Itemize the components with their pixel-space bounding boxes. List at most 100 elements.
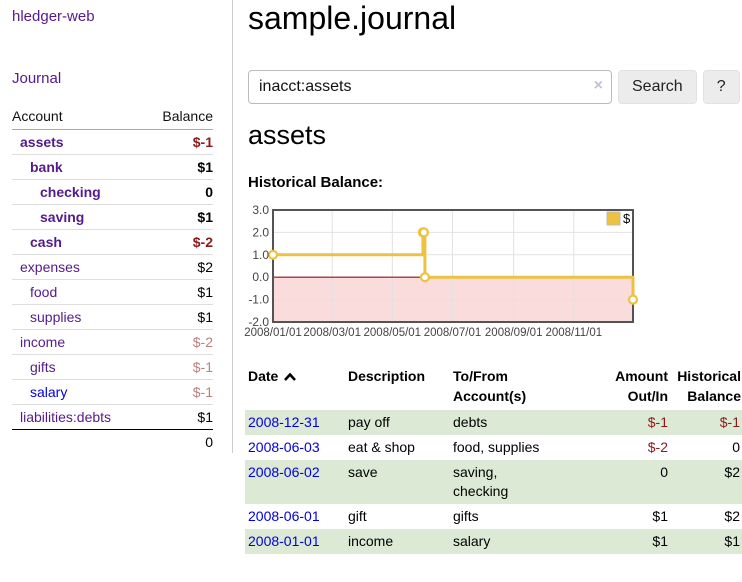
y-axis-tick-label: 2.0 xyxy=(252,225,269,239)
search-button[interactable]: Search xyxy=(618,70,697,104)
account-balance: $1 xyxy=(197,309,213,325)
transaction-date-cell: 2008-12-31 xyxy=(245,410,345,435)
account-balance: 0 xyxy=(205,184,213,200)
total-balance: 0 xyxy=(205,434,213,450)
transaction-accounts-cell: saving, checking xyxy=(453,464,509,499)
transaction-description-cell: eat & shop xyxy=(348,439,415,455)
y-axis-tick-label: -1.0 xyxy=(248,293,269,307)
account-link-salary[interactable]: salary xyxy=(30,384,68,400)
help-button[interactable]: ? xyxy=(702,70,740,104)
account-link-liabilities-debts[interactable]: liabilities:debts xyxy=(20,409,112,425)
account-balance: $-2 xyxy=(192,334,213,350)
account-row: bank $1 xyxy=(12,154,213,179)
data-point-marker xyxy=(419,272,430,283)
transaction-row: 2008-12-31 pay off debts $-1 $-1 xyxy=(245,410,742,435)
transaction-date-link[interactable]: 2008-06-03 xyxy=(248,439,320,455)
x-axis-tick-label: 2008/09/01 xyxy=(485,327,543,339)
date-column-header[interactable]: Date xyxy=(245,362,345,410)
account-link-assets[interactable]: assets xyxy=(20,134,64,150)
transaction-date-link[interactable]: 2008-01-01 xyxy=(248,533,320,549)
account-link-income[interactable]: income xyxy=(20,334,66,350)
data-point-marker xyxy=(627,294,639,305)
description-column-header: Description xyxy=(348,368,426,384)
transaction-accounts-cell: food, supplies xyxy=(453,439,540,455)
x-axis-tick-label: 2008/11/01 xyxy=(545,327,602,339)
y-axis-tick-label: 1.0 xyxy=(252,248,269,262)
x-axis-tick-label: 2008/05/01 xyxy=(364,327,422,339)
x-axis-tick-label: 2008/01/01 xyxy=(244,327,302,339)
search-input-wrap: × xyxy=(248,70,612,104)
y-axis-tick-label: -2.0 xyxy=(248,315,269,329)
account-link-saving[interactable]: saving xyxy=(40,209,85,225)
account-tree-body: assets $-1 bank $1 checking 0 saving $1 cash $-2 e… xyxy=(12,130,213,429)
account-link-bank[interactable]: bank xyxy=(30,159,63,175)
transaction-description-cell: save xyxy=(348,464,378,480)
historical-balance-chart: $3.0 2.0 1.0 0.0 -1.0 -2.0 2008/01/01 2008/03/0… xyxy=(240,203,742,347)
account-link-checking[interactable]: checking xyxy=(40,184,101,200)
account-link-expenses[interactable]: expenses xyxy=(20,259,80,275)
account-row: liabilities:debts $1 xyxy=(12,404,213,429)
transaction-row: 2008-06-03 eat & shop food, supplies $-2 0 xyxy=(245,435,742,460)
account-tree: Account Balance assets $-1 bank $1 checking 0… xyxy=(12,104,213,454)
x-axis-tick-label: 2008/07/01 xyxy=(424,327,482,339)
account-link-gifts[interactable]: gifts xyxy=(30,359,56,375)
transaction-amount-cell: $-1 xyxy=(647,414,668,430)
transaction-date-link[interactable]: 2008-06-02 xyxy=(248,464,320,480)
sort-ascending-icon xyxy=(284,372,297,381)
transaction-balance-cell: $1 xyxy=(724,533,740,549)
tofrom-column-header: To/From Account(s) xyxy=(453,368,527,404)
sidebar-item-journal[interactable]: Journal xyxy=(12,70,62,87)
account-row: expenses $2 xyxy=(12,254,213,279)
register-table-body: 2008-12-31 pay off debts $-1 $-1 2008-06-03 ea… xyxy=(245,410,742,554)
transaction-amount-cell: $-2 xyxy=(647,439,668,455)
transaction-amount-cell: $1 xyxy=(652,508,668,524)
transaction-date-cell: 2008-06-03 xyxy=(245,435,345,460)
transaction-date-link[interactable]: 2008-12-31 xyxy=(248,414,320,430)
transactions-table: Date Description To/From Account(s) Amou… xyxy=(245,362,742,554)
data-point-marker xyxy=(267,249,279,260)
account-row: supplies $1 xyxy=(12,304,213,329)
y-axis-tick-label: 3.0 xyxy=(252,205,269,217)
account-balance: $1 xyxy=(197,284,213,300)
app-title-link[interactable]: hledger-web xyxy=(12,8,95,25)
transaction-balance-cell: $2 xyxy=(724,464,740,480)
clear-search-icon[interactable]: × xyxy=(593,77,603,94)
transaction-date-link[interactable]: 2008-06-01 xyxy=(248,508,320,524)
account-row: saving $1 xyxy=(12,204,213,229)
transaction-description-cell: pay off xyxy=(348,414,390,430)
account-balance: $1 xyxy=(197,159,213,175)
balance-column-header: Balance xyxy=(162,108,213,124)
x-axis-tick-label: 2008/03/01 xyxy=(303,327,361,339)
account-link-supplies[interactable]: supplies xyxy=(30,309,82,325)
account-link-cash[interactable]: cash xyxy=(30,234,62,250)
transaction-accounts-cell: gifts xyxy=(453,508,479,524)
account-row: assets $-1 xyxy=(12,130,213,154)
transaction-balance-cell: $2 xyxy=(724,508,740,524)
transaction-description-cell: gift xyxy=(348,508,367,524)
search-bar: × Search ? xyxy=(248,70,740,104)
account-balance: $-1 xyxy=(192,384,213,400)
data-point-marker xyxy=(418,227,429,238)
transaction-row: 2008-06-01 gift gifts $1 $2 xyxy=(245,504,742,529)
account-link-food[interactable]: food xyxy=(30,284,58,300)
transaction-accounts-cell: debts xyxy=(453,414,488,430)
transaction-description-cell: income xyxy=(348,533,394,549)
transaction-amount-cell: $1 xyxy=(652,533,668,549)
register-header-row: Date Description To/From Account(s) Amou… xyxy=(245,362,742,410)
account-row: income $-2 xyxy=(12,329,213,354)
transaction-date-cell: 2008-01-01 xyxy=(245,529,345,554)
account-balance: $2 xyxy=(197,259,213,275)
search-input[interactable] xyxy=(248,70,612,104)
plot-border xyxy=(272,209,634,323)
y-axis-tick-label: 0.0 xyxy=(252,270,269,284)
legend-label: $ xyxy=(623,211,631,226)
amount-column-header: Amount Out/In xyxy=(615,368,668,404)
account-balance: $1 xyxy=(197,209,213,225)
account-column-header: Account xyxy=(12,108,63,124)
account-balance: $-2 xyxy=(192,234,213,250)
account-row: food $1 xyxy=(12,279,213,304)
account-row: cash $-2 xyxy=(12,229,213,254)
account-tree-header: Account Balance xyxy=(12,104,213,130)
account-balance: $-1 xyxy=(192,134,213,150)
